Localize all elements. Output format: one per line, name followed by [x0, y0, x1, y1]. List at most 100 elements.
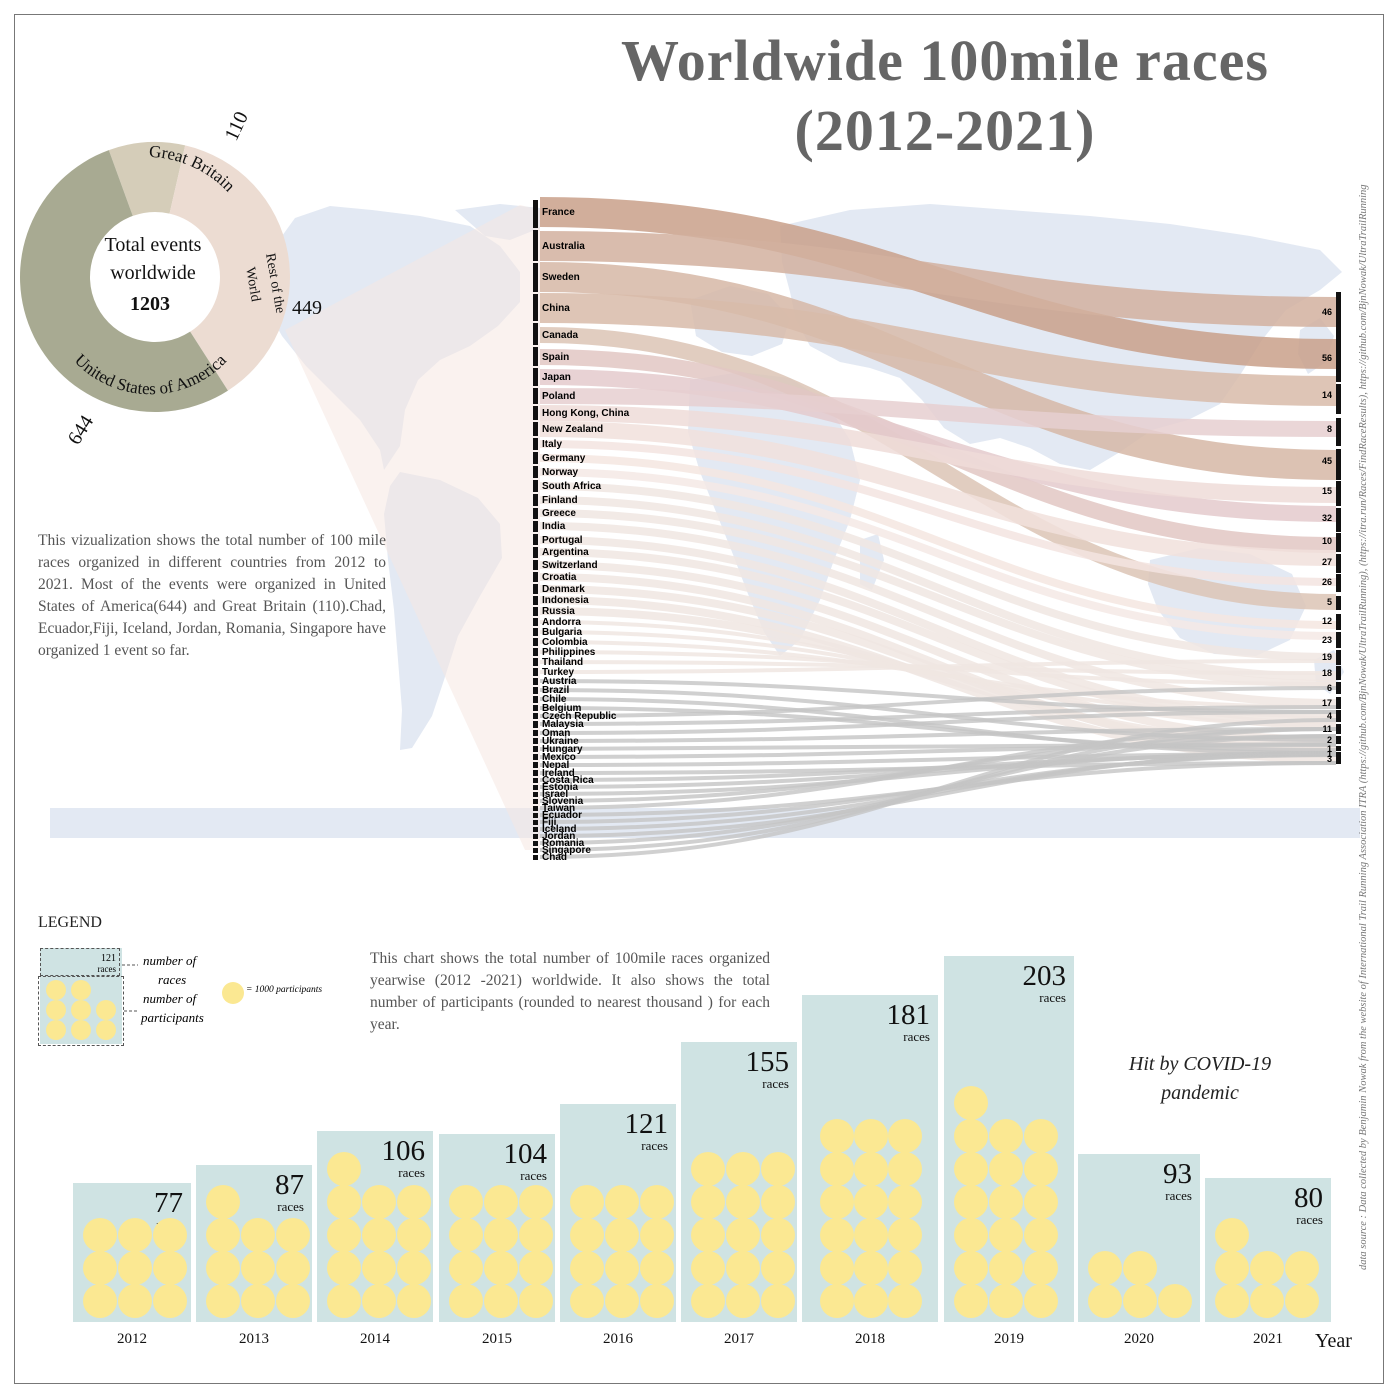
country-label: Finland — [542, 495, 578, 506]
legend-unit-dot — [222, 982, 244, 1004]
left-node — [533, 841, 538, 846]
left-node — [533, 813, 538, 818]
left-node — [533, 406, 538, 420]
sankey-flow — [539, 710, 1337, 735]
participant-dot — [570, 1218, 604, 1252]
participant-dot — [241, 1284, 275, 1318]
participant-dot — [888, 1284, 922, 1318]
country-label: Switzerland — [542, 560, 598, 571]
participant-dot — [954, 1185, 988, 1219]
participant-dot — [1250, 1284, 1284, 1318]
left-node — [533, 596, 538, 605]
year-label: 2019 — [994, 1331, 1024, 1347]
left-node — [533, 713, 538, 719]
left-node — [533, 820, 538, 825]
participant-dot — [1250, 1251, 1284, 1285]
legend-sample-unit: races — [97, 964, 116, 974]
left-node — [533, 696, 538, 703]
left-node — [533, 438, 538, 450]
right-node — [1336, 666, 1341, 680]
participant-dot — [397, 1284, 431, 1318]
left-node — [533, 628, 538, 636]
sankey-flow — [539, 697, 1337, 755]
country-label: Spain — [542, 352, 569, 363]
country-label: Chad — [542, 852, 567, 863]
sankey-flow — [539, 454, 1337, 629]
participant-dot — [954, 1152, 988, 1186]
right-value-label: 19 — [1322, 652, 1332, 662]
participant-dot — [362, 1251, 396, 1285]
sankey-flow — [539, 751, 1337, 796]
participant-dot — [83, 1218, 117, 1252]
donut-center-total: 1203 — [130, 293, 170, 315]
country-label: Portugal — [542, 535, 583, 546]
country-label: Brazil — [542, 685, 569, 696]
participant-dot — [954, 1119, 988, 1153]
country-label: China — [542, 303, 570, 314]
participant-dot — [362, 1284, 396, 1318]
participant-dot — [640, 1185, 674, 1219]
country-label: Andorra — [542, 617, 581, 628]
year-label: 2020 — [1124, 1331, 1154, 1347]
left-node — [533, 508, 538, 519]
right-node — [1336, 682, 1341, 694]
participant-dot — [854, 1251, 888, 1285]
year-label: 2016 — [603, 1331, 633, 1347]
sankey-right-nodes — [1336, 292, 1341, 764]
participant-dot — [206, 1185, 240, 1219]
participant-dot — [519, 1284, 553, 1318]
description-bottom: This chart shows the total number of 100… — [370, 950, 770, 1033]
country-label: Ecuador — [542, 810, 582, 821]
left-node — [533, 263, 538, 292]
participant-dot — [989, 1251, 1023, 1285]
left-node — [533, 388, 538, 404]
bar-race-count: 106 — [381, 1135, 426, 1167]
participant-dot — [362, 1218, 396, 1252]
right-value-label: 15 — [1322, 486, 1332, 496]
bar-race-count: 121 — [624, 1108, 669, 1140]
participant-dot — [854, 1185, 888, 1219]
covid-note-line1: Hit by COVID-19 — [1128, 1053, 1272, 1075]
sankey-flow — [539, 705, 1337, 726]
participant-dot — [605, 1251, 639, 1285]
participant-dot — [691, 1284, 725, 1318]
participant-dot — [1024, 1284, 1058, 1318]
right-node — [1336, 449, 1341, 480]
sankey-flow — [539, 522, 1337, 707]
country-label: Thailand — [542, 657, 583, 668]
right-value-label: 32 — [1322, 513, 1332, 523]
year-label: 2018 — [855, 1331, 885, 1347]
right-node — [1336, 724, 1341, 734]
participant-dot — [519, 1251, 553, 1285]
left-node — [533, 230, 538, 261]
donut-value-gb: 110 — [221, 108, 253, 144]
right-value-label: 56 — [1322, 353, 1332, 363]
participant-dot — [761, 1251, 795, 1285]
right-node — [1336, 746, 1341, 751]
country-label: Japan — [542, 372, 571, 383]
participant-dot — [484, 1185, 518, 1219]
left-node — [533, 806, 538, 811]
year-label: 2021 — [1253, 1331, 1283, 1347]
right-value-label: 23 — [1322, 635, 1332, 645]
legend-participants-label-line2: participants — [141, 1010, 204, 1025]
right-value-label: 46 — [1322, 307, 1332, 317]
right-value-label: 11 — [1322, 724, 1332, 734]
left-node — [533, 658, 538, 666]
participant-dot — [888, 1152, 922, 1186]
country-label: Colombia — [542, 637, 588, 648]
donut-segment-usa — [20, 150, 228, 413]
country-label: Costa Rica — [542, 775, 594, 786]
country-label: Fiji — [542, 817, 557, 828]
year-label: 2015 — [482, 1331, 512, 1347]
covid-note-line2: pandemic — [1161, 1082, 1239, 1104]
bar-race-unit: races — [762, 1076, 789, 1091]
participant-dot — [761, 1284, 795, 1318]
participant-dot — [241, 1251, 275, 1285]
participant-dot — [397, 1218, 431, 1252]
left-node — [533, 730, 538, 736]
right-node — [1336, 384, 1341, 414]
participant-dot — [1215, 1251, 1249, 1285]
right-node — [1336, 756, 1341, 764]
bar-race-count: 181 — [886, 999, 931, 1031]
